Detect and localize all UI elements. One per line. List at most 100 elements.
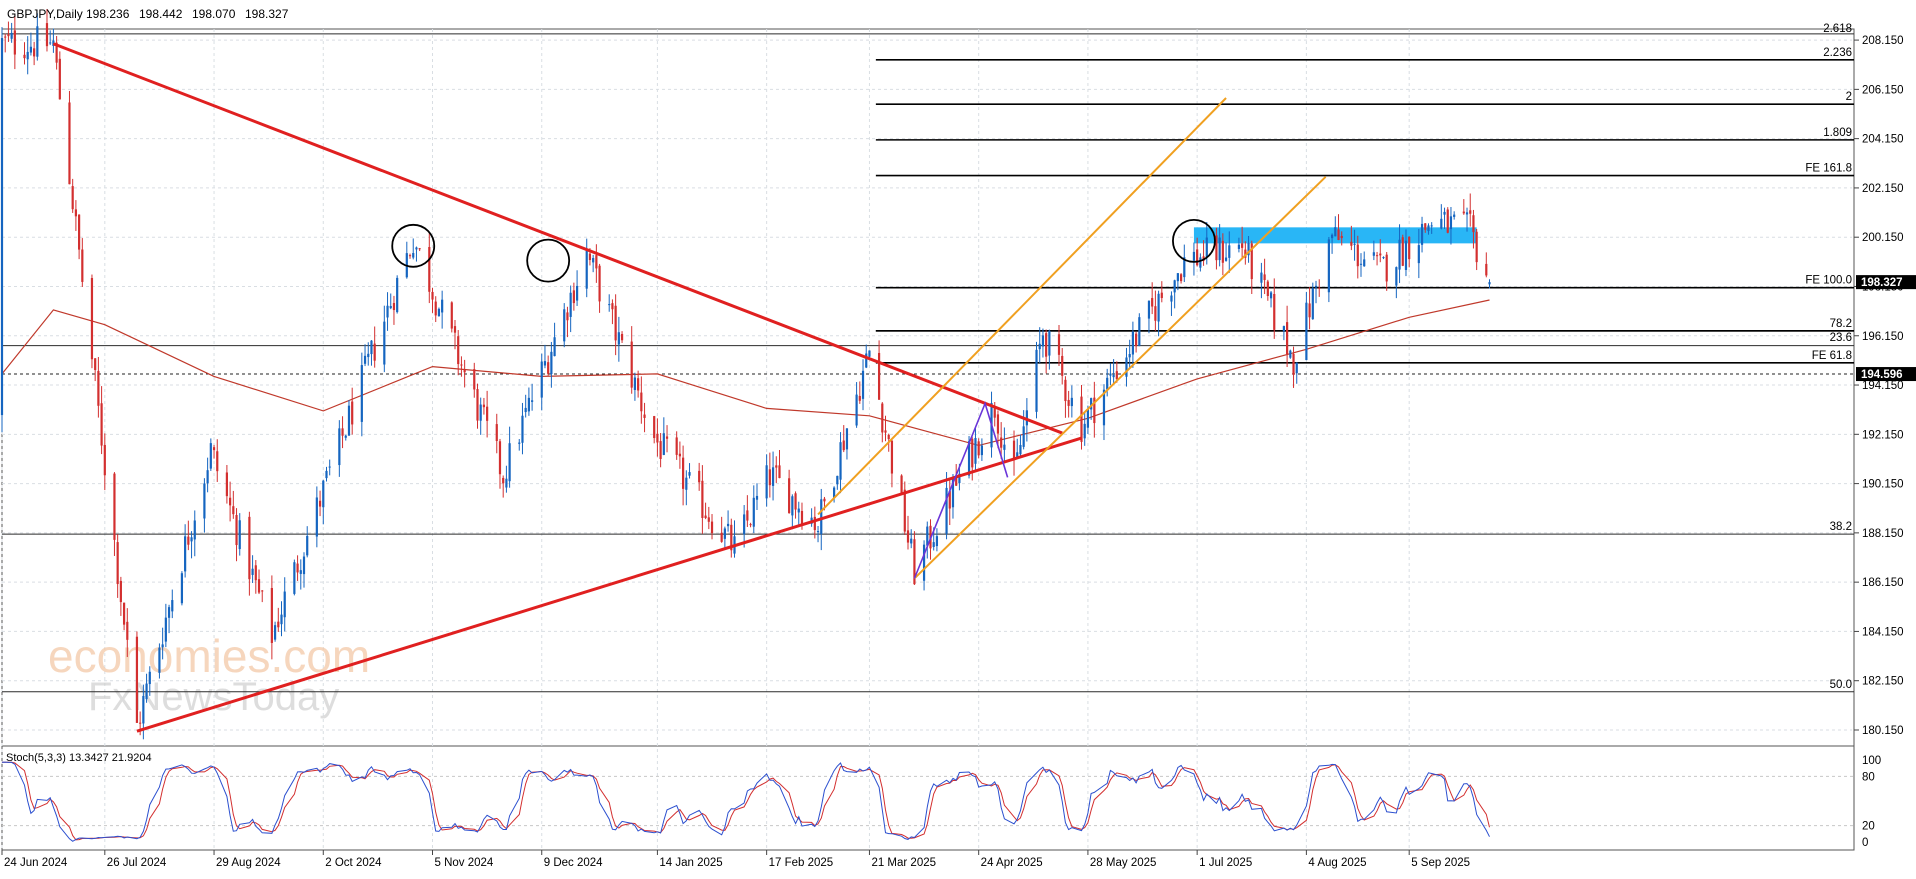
stoch-main-line: [1, 761, 1490, 842]
candle-body: [190, 537, 193, 542]
candle-body: [662, 433, 665, 455]
date-tick-label: 14 Jan 2025: [659, 857, 722, 869]
candle-body: [360, 365, 363, 422]
candle-body: [299, 570, 302, 574]
candle-body: [26, 51, 29, 60]
candle-body: [726, 523, 730, 527]
candle-body: [126, 621, 129, 640]
candle-body: [441, 299, 444, 313]
candle-body: [659, 441, 662, 459]
date-tick-label: 26 Jul 2024: [107, 857, 167, 869]
ohlc-high: 198.442: [139, 7, 183, 21]
price-tick-label: 208.150: [1862, 35, 1904, 47]
candle-body: [238, 520, 241, 550]
candle-body: [1045, 333, 1048, 357]
candle-body: [630, 341, 633, 388]
candle-body: [209, 443, 212, 469]
candle-body: [23, 54, 26, 59]
candle-body: [547, 362, 550, 374]
stoch-level-label: 100: [1862, 755, 1881, 767]
candle-body: [1372, 252, 1375, 256]
candle-body: [1440, 218, 1443, 229]
candle-body: [608, 304, 611, 306]
candle-body: [678, 453, 681, 457]
candle-body: [1395, 267, 1398, 286]
candle-body: [225, 472, 228, 497]
candle-body: [338, 428, 341, 466]
candle-body: [283, 591, 286, 618]
candle-body: [498, 441, 502, 475]
candle-body: [187, 536, 190, 545]
candle-body: [1151, 298, 1154, 307]
candle-body: [935, 536, 939, 547]
candle-body: [90, 278, 94, 360]
candle-body: [1263, 274, 1266, 281]
candle-body: [1305, 302, 1308, 361]
candle-body: [13, 30, 16, 55]
candle-body: [392, 303, 396, 311]
candle-body: [293, 562, 296, 594]
candle-body: [508, 443, 511, 482]
candle-body: [418, 248, 421, 250]
candle-body: [1273, 293, 1276, 330]
candle-body: [1430, 225, 1433, 227]
candle-body: [1215, 235, 1218, 261]
candle-body: [1176, 273, 1179, 282]
candle-body: [1221, 240, 1224, 263]
candle-body: [206, 470, 209, 484]
candle-body: [974, 438, 977, 464]
candle-body: [723, 528, 726, 539]
candle-body: [1250, 243, 1253, 280]
candle-body: [135, 636, 139, 723]
candle-body: [958, 473, 961, 484]
candle-body: [1488, 282, 1491, 285]
candle-body: [457, 336, 460, 365]
candle-body: [531, 400, 534, 402]
watermark-logo-economies: economies.com: [48, 630, 370, 682]
candle-body: [1064, 379, 1067, 402]
candle-body: [1363, 259, 1366, 267]
candle-body: [653, 416, 656, 439]
candle-body: [318, 500, 322, 507]
price-tick-label: 200.150: [1862, 232, 1904, 244]
candle-body: [1286, 322, 1289, 355]
fib-level-label: FE 161.8: [1805, 163, 1852, 175]
candle-body: [749, 524, 752, 526]
candle-body: [363, 355, 367, 364]
candle-body: [746, 510, 749, 521]
candle-body: [637, 378, 640, 391]
candle-body: [1138, 317, 1141, 347]
candle-body: [521, 415, 524, 443]
candle-body: [566, 312, 569, 321]
candle-body: [614, 305, 617, 341]
candle-body: [775, 465, 778, 468]
candle-body: [296, 563, 299, 573]
fib-level-label: 1.809: [1823, 127, 1852, 139]
channel-line: [817, 97, 1227, 516]
candle-body: [540, 361, 543, 398]
moving-average-line: [1, 299, 1490, 447]
ohlc-open: 198.236: [86, 7, 130, 21]
candle-body: [1102, 389, 1106, 426]
candle-body: [788, 478, 791, 514]
candle-body: [1067, 399, 1070, 406]
candle-body: [955, 475, 958, 486]
candle-body: [575, 285, 579, 301]
peak-circle: [526, 238, 571, 283]
candle-body: [257, 579, 261, 593]
date-tick-label: 17 Feb 2025: [769, 857, 834, 869]
candle-body: [833, 487, 836, 498]
candle-body: [502, 477, 505, 484]
candle-body: [1000, 437, 1003, 448]
candle-body: [611, 303, 614, 310]
candle-body: [505, 478, 508, 488]
candle-body: [1289, 350, 1292, 358]
candle-body: [1183, 257, 1186, 278]
candle-body: [453, 326, 457, 333]
candle-body: [1443, 211, 1446, 215]
candle-body: [791, 496, 794, 516]
candle-body: [58, 58, 61, 100]
candle-body: [643, 414, 646, 418]
candle-body: [842, 440, 845, 451]
candle-body: [633, 377, 637, 390]
